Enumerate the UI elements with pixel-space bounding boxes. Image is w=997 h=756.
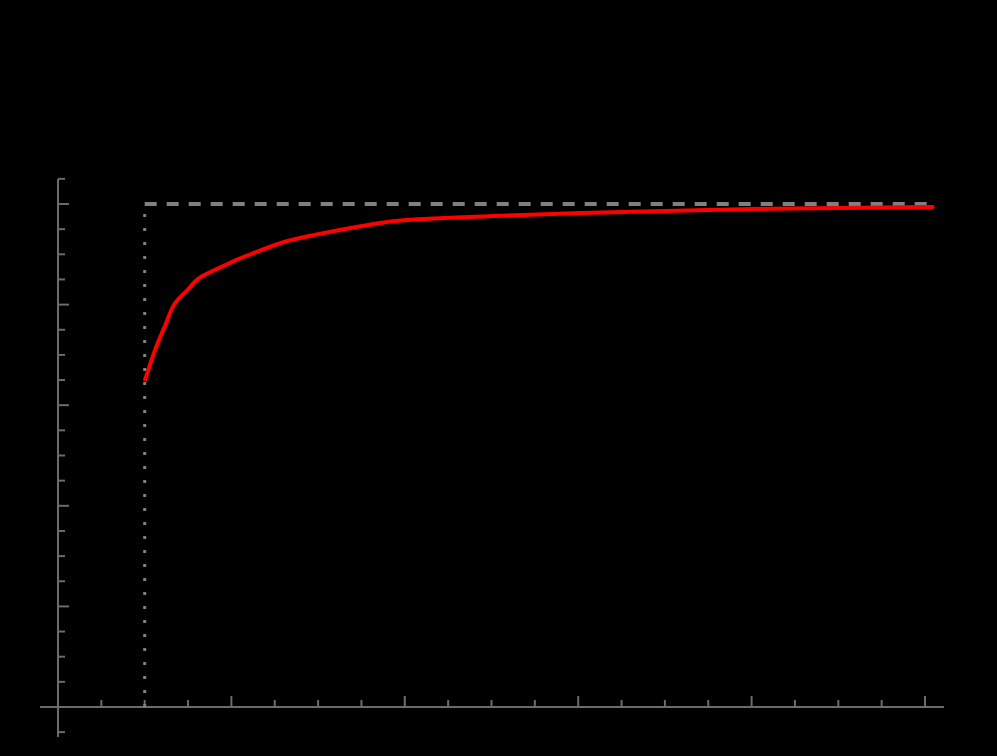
plot-series xyxy=(142,202,935,707)
axes xyxy=(40,177,944,737)
series-curve xyxy=(142,204,935,382)
